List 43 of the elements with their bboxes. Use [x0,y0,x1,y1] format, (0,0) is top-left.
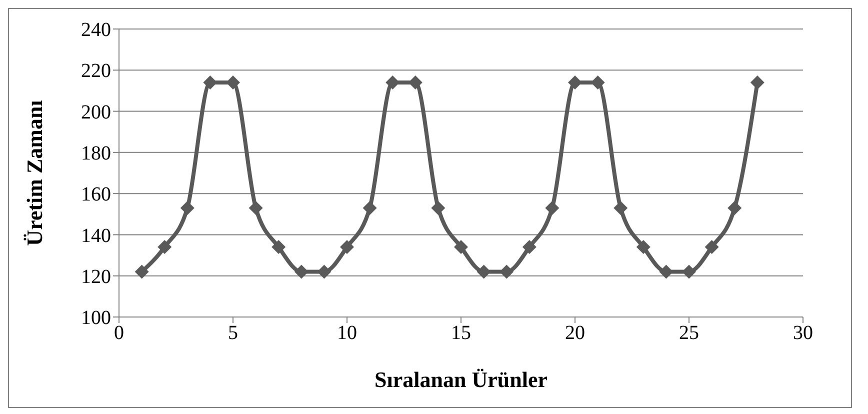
y-tick-label: 140 [81,224,111,247]
x-tick-label: 0 [114,322,124,344]
point [362,200,377,215]
point [476,264,491,279]
y-tick-label: 180 [81,142,111,165]
point [134,264,149,279]
y-tick-label: 160 [81,184,111,206]
point [272,240,286,254]
point [659,264,674,279]
x-tick-label: 30 [793,322,813,344]
point [750,75,764,90]
y-tick-label: 100 [81,307,111,330]
point [614,200,628,215]
point [431,200,446,215]
x-tick-label: 5 [228,322,238,344]
point [682,264,696,279]
point [340,240,354,254]
x-tick-label: 15 [451,322,471,344]
point [248,200,263,215]
x-tick-label: 10 [337,322,357,344]
point [568,75,582,90]
point [454,240,468,254]
point [294,264,308,279]
y-tick-label: 240 [81,19,111,42]
point [636,240,650,254]
point [317,264,332,279]
y-tick-label: 220 [81,60,111,82]
point [158,240,172,254]
point [545,200,560,215]
x-tick-label: 25 [679,322,699,344]
x-tick-label: 20 [565,322,585,344]
y-axis-title: Üretim Zamanı [22,100,47,246]
point [590,75,605,90]
point [704,240,719,254]
y-tick-label: 120 [81,266,111,288]
point [203,75,218,90]
point [500,264,514,279]
point [226,75,240,90]
point [728,200,742,215]
point [522,240,536,254]
x-axis-title: Sıralanan Ürünler [374,367,548,392]
y-tick-label: 200 [81,101,111,124]
point [180,200,194,215]
